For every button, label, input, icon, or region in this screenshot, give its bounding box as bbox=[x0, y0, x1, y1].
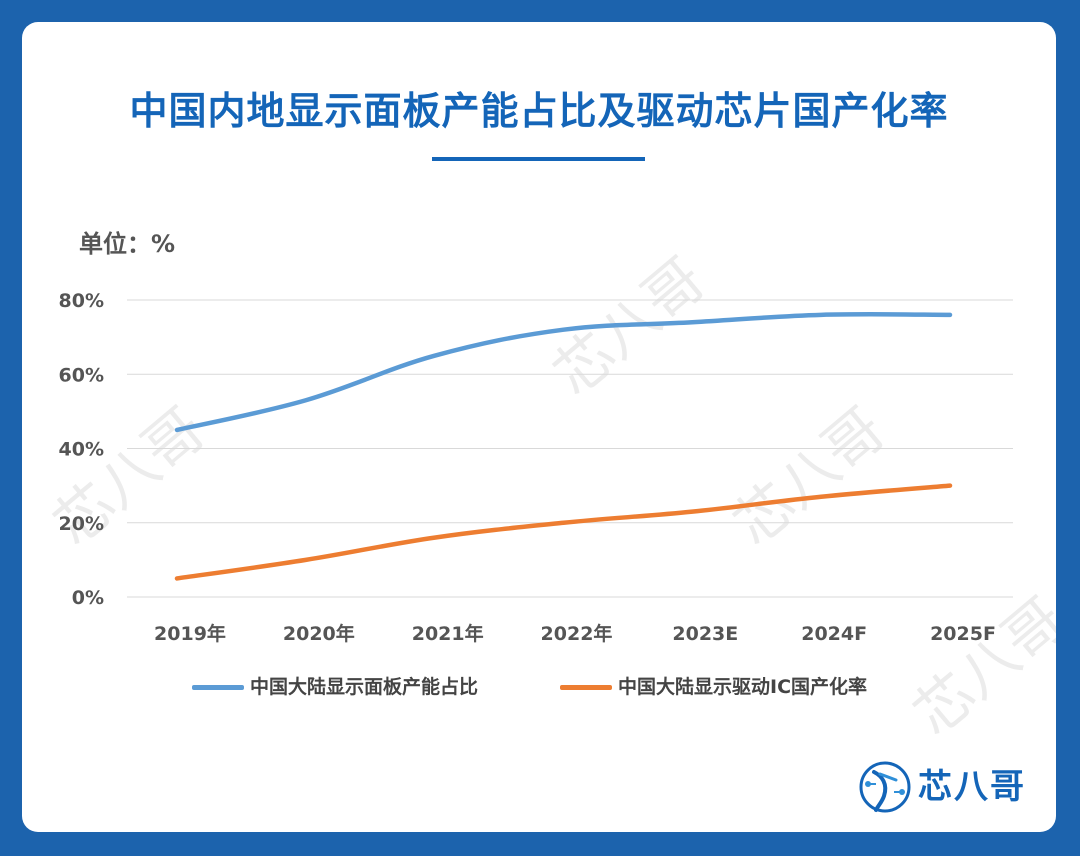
watermark-text: 芯八哥 bbox=[901, 585, 1056, 749]
title-underline bbox=[432, 157, 645, 161]
x-tick-label: 2020年 bbox=[283, 622, 355, 645]
x-tick-label: 2022年 bbox=[541, 622, 613, 645]
watermark-text: 芯八哥 bbox=[721, 395, 898, 559]
y-axis-labels: 0% 20% 40% 60% 80% bbox=[59, 290, 104, 609]
series-line-ic bbox=[174, 483, 953, 581]
x-tick-label: 2023E bbox=[672, 623, 738, 645]
legend-label-ic: 中国大陆显示驱动IC国产化率 bbox=[618, 676, 868, 698]
legend-swatch-ic bbox=[560, 685, 612, 690]
legend-label-panel: 中国大陆显示面板产能占比 bbox=[250, 676, 479, 698]
y-tick-label: 20% bbox=[59, 513, 104, 535]
x-tick-label: 2019年 bbox=[154, 622, 226, 645]
x-tick-label: 2021年 bbox=[412, 622, 484, 645]
y-tick-label: 0% bbox=[72, 587, 104, 609]
legend-item-ic: 中国大陆显示驱动IC国产化率 bbox=[560, 678, 867, 697]
x-tick-label: 2024F bbox=[801, 623, 867, 645]
brand-logo: 芯八哥 bbox=[858, 760, 1026, 814]
series-line-panel bbox=[174, 312, 953, 433]
kingfisher-icon bbox=[859, 761, 911, 813]
unit-label: 单位：% bbox=[79, 230, 176, 258]
legend-item-panel: 中国大陆显示面板产能占比 bbox=[192, 678, 478, 697]
chart-card: 中国内地显示面板产能占比及驱动芯片国产化率 单位：% 芯八哥 芯八哥 芯八哥 芯八哥 … bbox=[22, 22, 1056, 832]
logo-text: 芯八哥 bbox=[918, 767, 1026, 807]
legend-swatch-panel bbox=[192, 685, 244, 690]
chart-title: 中国内地显示面板产能占比及驱动芯片国产化率 bbox=[129, 89, 949, 133]
series-lines bbox=[174, 312, 953, 581]
y-tick-label: 60% bbox=[59, 364, 104, 386]
y-tick-label: 40% bbox=[59, 439, 104, 461]
y-tick-label: 80% bbox=[59, 290, 104, 312]
x-tick-label: 2025F bbox=[930, 623, 996, 645]
x-axis-labels: 2019年 2020年 2021年 2022年 2023E 2024F 2025F bbox=[154, 622, 996, 645]
